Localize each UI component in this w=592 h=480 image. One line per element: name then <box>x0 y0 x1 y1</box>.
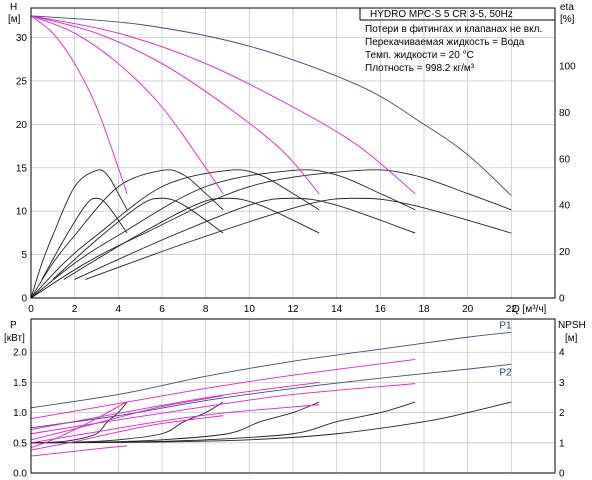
head-y-tick: 20 <box>16 120 28 131</box>
head-y-tick: 30 <box>16 33 28 44</box>
power-y2-ticks: 0 1 2 3 4 <box>559 348 565 480</box>
power-panel: 0.0 0.5 1.0 1.5 2.0 0 1 2 3 4 P [кВт] NPSH [м] P… <box>4 318 586 480</box>
efficiency-curve <box>30 169 512 299</box>
power-y-tick: 0.5 <box>13 438 27 449</box>
power-ylabel-unit: [кВт] <box>4 333 25 344</box>
power-y2label-unit: [м] <box>565 333 578 344</box>
note-2: Перекачиваемая жидкость = Вода <box>365 37 525 48</box>
head-x-tick: 16 <box>375 304 387 315</box>
head-y-tick: 0 <box>21 294 27 305</box>
head-curve <box>30 15 128 194</box>
efficiency-curve <box>74 197 416 280</box>
power-y2-tick: 2 <box>559 408 565 419</box>
power-curve <box>30 401 128 449</box>
head-grid <box>31 8 555 298</box>
head-panel: 0 2 4 6 8 10 12 14 16 18 20 22 0 5 10 15 20 25 30 0 20 40 60… <box>8 2 576 315</box>
head-y2-tick: 40 <box>559 201 571 212</box>
head-y2-tick: 0 <box>559 294 565 305</box>
head-x-tick: 14 <box>331 304 343 315</box>
power-frame <box>30 318 556 474</box>
power-ylabel-top: P <box>10 320 17 331</box>
head-curve <box>30 15 224 195</box>
head-ylabel-unit: [м] <box>8 14 21 25</box>
efficiency-curve <box>41 197 128 280</box>
power-y2label-top: NPSH <box>558 320 586 331</box>
power-y-tick: 0.0 <box>13 469 27 480</box>
chart-title: HYDRO MPC-S 5 CR 3-5, 50Hz <box>370 9 513 20</box>
npsh-curve <box>30 401 416 444</box>
power-curves <box>30 331 512 457</box>
power-curve-p2 <box>30 363 512 429</box>
efficiency-curve <box>30 169 128 299</box>
head-y-ticks: 0 5 10 15 20 25 30 <box>16 33 28 304</box>
efficiency-curve <box>85 197 512 280</box>
head-x-ticks: 0 2 4 6 8 10 12 14 16 18 20 22 <box>28 304 517 315</box>
power-curve <box>30 415 224 451</box>
power-curve <box>30 359 416 420</box>
head-xlabel: Q [м³/ч] <box>512 304 547 315</box>
efficiency-curve <box>30 169 416 299</box>
head-x-tick: 10 <box>244 304 256 315</box>
head-x-tick: 4 <box>116 304 122 315</box>
head-x-tick: 12 <box>287 304 299 315</box>
series-label-p2: P2 <box>499 367 512 378</box>
head-y2-tick: 80 <box>559 108 571 119</box>
npsh-curve <box>30 401 128 444</box>
head-x-tick: 6 <box>159 304 165 315</box>
efficiency-curve <box>30 169 320 299</box>
head-y2label-top: eta <box>560 2 574 13</box>
power-curve <box>30 381 320 430</box>
power-y-tick: 2.0 <box>13 348 27 359</box>
efficiency-curve <box>63 197 320 280</box>
head-y-tick: 25 <box>16 76 28 87</box>
power-y-ticks: 0.0 0.5 1.0 1.5 2.0 <box>13 348 27 480</box>
power-y2-tick: 4 <box>559 348 565 359</box>
head-x-tick: 8 <box>203 304 209 315</box>
head-curve <box>30 15 320 195</box>
head-frame <box>30 7 556 299</box>
head-y2-ticks: 0 20 40 60 80 100 <box>559 62 576 305</box>
note-3: Темп. жидкости = 20 °C <box>365 50 474 61</box>
head-y2label-unit: [%] <box>560 14 575 25</box>
efficiency-curve <box>52 197 224 280</box>
head-y-tick: 5 <box>21 250 27 261</box>
head-y-tick: 15 <box>16 163 28 174</box>
efficiency-curve <box>30 169 224 299</box>
head-y2-tick: 100 <box>559 62 576 73</box>
head-y2-tick: 20 <box>559 247 571 258</box>
head-curve <box>30 15 416 195</box>
head-x-tick: 18 <box>418 304 430 315</box>
note-1: Потери в фитингах и клапанах не вкл. <box>365 23 542 35</box>
head-curve <box>30 15 512 196</box>
power-curve <box>30 395 224 441</box>
head-y-tick: 10 <box>16 207 28 218</box>
power-curve <box>30 404 320 444</box>
power-curve <box>30 445 128 457</box>
note-4: Плотность = 998.2 кг/м³ <box>365 63 475 74</box>
head-curves <box>30 15 512 299</box>
head-x-tick: 20 <box>462 304 474 315</box>
power-y-tick: 1.5 <box>13 378 27 389</box>
head-y2-tick: 60 <box>559 154 571 165</box>
head-ylabel-top: H <box>10 2 17 13</box>
head-x-tick: 0 <box>28 304 34 315</box>
npsh-curve <box>30 401 320 444</box>
npsh-curve <box>30 401 224 444</box>
power-y2-tick: 3 <box>559 378 565 389</box>
head-x-tick: 22 <box>506 304 518 315</box>
series-label-p1: P1 <box>499 320 512 331</box>
power-y2-tick: 1 <box>559 438 565 449</box>
power-y-tick: 1.0 <box>13 408 27 419</box>
head-x-tick: 2 <box>72 304 78 315</box>
power-curve-p1 <box>30 331 512 409</box>
power-y2-tick: 0 <box>559 469 565 480</box>
